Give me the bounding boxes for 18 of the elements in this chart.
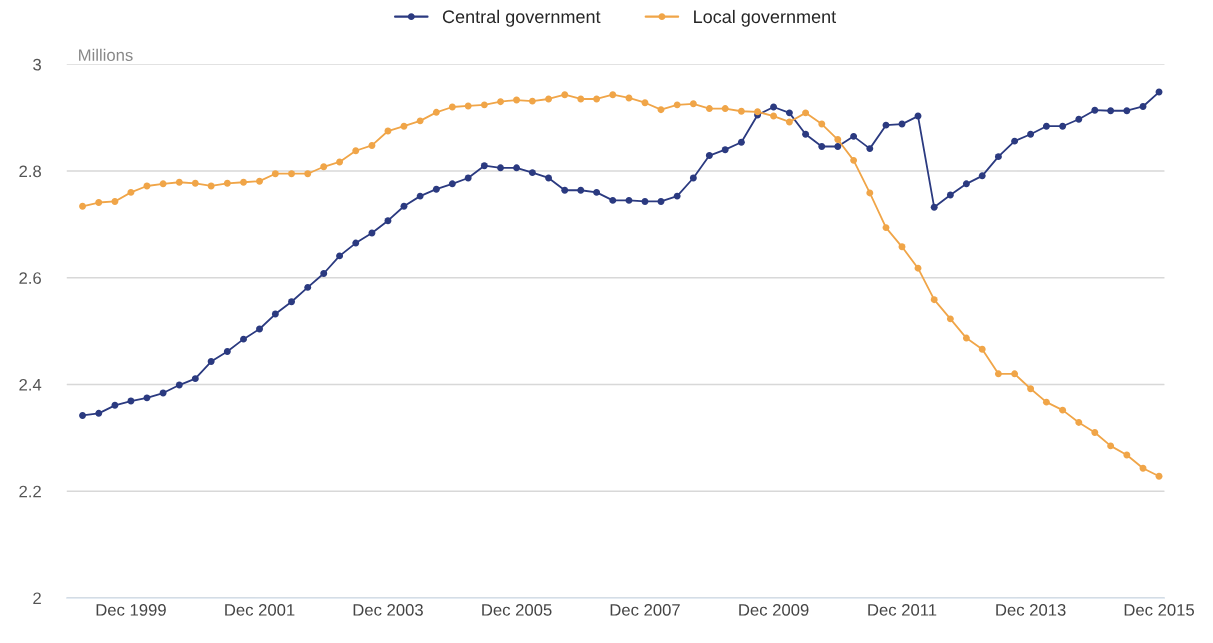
x-tick-label: Dec 1999 <box>96 603 166 616</box>
y-tick-label: 3 <box>33 58 41 71</box>
y-tick-label: 2.2 <box>19 485 41 498</box>
x-tick-label: Dec 2009 <box>739 603 809 616</box>
x-tick-label: Dec 2007 <box>610 603 680 616</box>
y-tick-label: 2.4 <box>19 378 42 391</box>
y-tick-label: 2.6 <box>19 272 41 284</box>
y-tick-label: 2 <box>33 592 41 605</box>
legend-label: Central government <box>442 9 601 27</box>
x-tick-label: Dec 2013 <box>996 603 1066 616</box>
x-tick-label: Dec 2011 <box>868 603 937 616</box>
legend-label: Local government <box>694 9 837 27</box>
x-tick-label: Dec 2001 <box>225 603 295 616</box>
x-tick-label: Dec 2015 <box>1124 603 1194 616</box>
x-tick-label: Dec 2005 <box>482 603 552 616</box>
x-tick-label: Dec 2003 <box>353 603 423 616</box>
y-axis-title: Millions <box>79 48 133 62</box>
y-tick-label: 2.8 <box>19 165 41 178</box>
